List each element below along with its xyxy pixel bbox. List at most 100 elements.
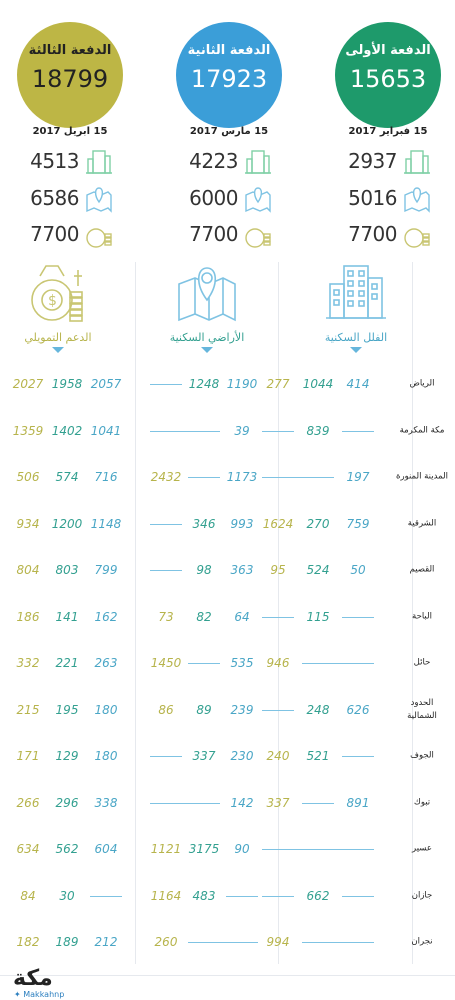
stat-finance-value: 7700 — [30, 222, 79, 246]
region-name: عسير — [412, 843, 432, 854]
lands-payment-2-value: 3175 — [188, 842, 220, 856]
finance-payment-3-value: 506 — [16, 470, 40, 484]
finance-payment-2-value: 30 — [59, 888, 75, 903]
table-row: القصيم 50 524 95 363 98 799 803 804 — [0, 550, 455, 590]
stat-lands-value: 6586 — [30, 186, 79, 210]
category-villas-text: الفلل السكنية — [324, 331, 388, 344]
payment-1-date: 15 فبراير 2017 — [348, 126, 428, 137]
finance-payment-2-value: 1200 — [51, 516, 83, 531]
villas-payment-1-value: 891 — [346, 795, 370, 810]
category-lands-text: الأراضي السكنية — [169, 331, 245, 344]
finance-payment-3-value: 1359 — [12, 423, 44, 438]
finance-payment-1-value: 1041 — [90, 423, 122, 438]
region-name: تبوك — [413, 797, 431, 807]
villas-payment-3-value: 337 — [266, 795, 290, 810]
table-row: الباحة 115 64 82 73 162 141 186 — [0, 597, 455, 637]
finance-payment-1-value: 1148 — [90, 516, 122, 531]
table-row: عسير 90 3175 1121 604 562 634 — [0, 829, 455, 869]
no-data-dash — [90, 895, 122, 897]
finance-payment-2-value: 141 — [55, 609, 79, 624]
table-row: الحدود الشمالية 626 248 239 89 86 180 195 215 — [0, 690, 455, 730]
twitter-handle: ✦ Makkahnp — [14, 990, 64, 999]
no-data-dash — [302, 942, 374, 943]
lands-payment-2-value: 1248 — [188, 377, 220, 391]
payment-1-circle: الدفعة الأولى 15653 — [335, 22, 441, 128]
villas-payment-3-value: 994 — [266, 935, 290, 949]
column-divider — [278, 262, 279, 964]
money-bag-icon: $ — [31, 265, 83, 322]
lands-payment-3-value: 1121 — [150, 842, 182, 856]
lands-payment-1-value: 363 — [230, 563, 254, 577]
region-name: مكة المكرمة — [399, 425, 445, 435]
lands-payment-2-value: 337 — [192, 749, 216, 763]
region-name: الرياض — [409, 378, 435, 389]
villas-payment-3-value: 277 — [266, 377, 290, 391]
payment-2-circle: الدفعة الثانية 17923 — [176, 22, 282, 128]
lands-payment-1-value: 142 — [230, 795, 254, 810]
map-pin-icon — [245, 187, 271, 213]
payment-3-date: 15 ابريل 2017 — [32, 126, 108, 137]
no-data-dash — [150, 430, 220, 432]
table-row: مكة المكرمة 839 39 1041 1402 1359 — [0, 411, 455, 451]
lands-payment-3-value: 86 — [158, 702, 174, 717]
finance-payment-2-value: 1402 — [51, 423, 83, 438]
region-name: الشرقية — [407, 518, 437, 528]
villas-payment-2-value: 1044 — [302, 377, 334, 391]
table-row: الشرقية 759 270 1624 993 346 1148 1200 934 — [0, 504, 455, 544]
no-data-dash — [342, 895, 374, 897]
lands-payment-1-value: 1190 — [226, 377, 258, 391]
category-lands-label: الأراضي السكنية — [152, 331, 262, 353]
stat-villas-value: 2937 — [348, 149, 397, 173]
lands-payment-1-value: 64 — [234, 609, 250, 624]
twitter-handle-text: Makkahnp — [23, 990, 65, 999]
finance-payment-1-value: 716 — [94, 470, 118, 484]
divider — [0, 975, 455, 976]
finance-payment-2-value: 574 — [55, 470, 79, 484]
finance-payment-2-value: 195 — [55, 702, 79, 717]
finance-payment-1-value: 180 — [94, 702, 118, 717]
category-villas-label: الفلل السكنية — [301, 331, 411, 353]
villas-payment-1-value: 626 — [346, 702, 370, 717]
finance-payment-2-value: 129 — [55, 749, 79, 763]
no-data-dash — [188, 942, 258, 943]
villas-payment-3-value: 1624 — [262, 516, 294, 531]
villas-payment-3-value: 240 — [266, 749, 290, 763]
finance-payment-3-value: 182 — [16, 935, 40, 949]
no-data-dash — [150, 802, 220, 804]
map-pin-icon — [178, 267, 236, 322]
villas-payment-1-value: 759 — [346, 516, 370, 531]
finance-payment-2-value: 562 — [55, 842, 79, 856]
finance-payment-3-value: 634 — [16, 842, 40, 856]
building-icon — [404, 150, 430, 174]
no-data-dash — [342, 430, 374, 432]
twitter-bird-icon: ✦ — [14, 990, 21, 999]
villas-payment-2-value: 248 — [306, 702, 330, 717]
region-name: القصيم — [409, 564, 435, 575]
villas-payment-3-value: 95 — [270, 563, 286, 577]
region-name: المدينة المنورة — [396, 471, 448, 482]
lands-payment-3-value: 260 — [154, 935, 178, 949]
stat-finance-value: 7700 — [189, 222, 238, 246]
svg-text:$: $ — [48, 293, 57, 309]
no-data-dash — [262, 709, 294, 711]
lands-payment-1-value: 1173 — [226, 470, 258, 484]
table-row: حائل 946 535 1450 263 221 332 — [0, 643, 455, 683]
finance-payment-3-value: 266 — [16, 795, 40, 810]
finance-payment-3-value: 2027 — [12, 377, 44, 391]
building-icon — [245, 150, 271, 174]
no-data-dash — [302, 663, 374, 664]
finance-payment-3-value: 332 — [16, 656, 40, 670]
lands-payment-1-value: 535 — [230, 656, 254, 670]
table-row: المدينة المنورة 197 1173 2432 716 574 506 — [0, 457, 455, 497]
payment-3-value: 18799 — [31, 65, 109, 93]
villas-payment-3-value: 946 — [266, 656, 290, 670]
lands-payment-3-value: 1450 — [150, 656, 182, 670]
lands-payment-1-value: 993 — [230, 516, 254, 531]
region-name: جازان — [411, 890, 433, 900]
finance-payment-2-value: 803 — [55, 563, 79, 577]
stat-lands-value: 5016 — [348, 186, 397, 210]
svg-text:$: $ — [93, 235, 99, 245]
payment-1-value: 15653 — [349, 65, 427, 93]
no-data-dash — [150, 384, 182, 385]
finance-payment-1-value: 180 — [94, 749, 118, 763]
